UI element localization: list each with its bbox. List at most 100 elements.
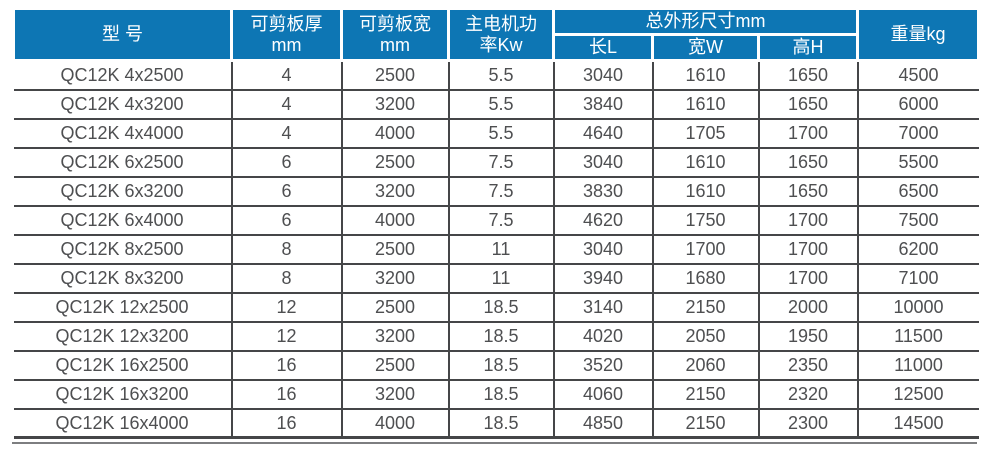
col-header-width-w-label: 宽W (688, 37, 723, 58)
value-cell: 3940 (552, 262, 653, 293)
value-cell: 4640 (552, 117, 653, 148)
value-cell: 11000 (856, 349, 979, 380)
col-header-height: 高H (757, 33, 859, 63)
value-cell: 1700 (757, 233, 858, 264)
value-cell: 4000 (340, 204, 449, 235)
col-header-power-line2: 率Kw (479, 34, 523, 55)
table-row: QC12K 12x3200 12 3200 18.5 4020 2050 1950 11500 (13, 320, 979, 351)
model-cell: QC12K 6x3200 (13, 175, 232, 206)
value-cell: 1610 (651, 88, 759, 119)
value-cell: 14500 (856, 407, 979, 440)
value-cell: 2500 (340, 60, 449, 90)
value-cell: 6 (230, 146, 342, 177)
value-cell: 16 (230, 349, 342, 380)
value-cell: 4000 (340, 117, 449, 148)
spec-table: 型 号 可剪板厚 mm 可剪板宽 mm 主电机功 率Kw 总外形尺寸mm (12, 6, 980, 440)
value-cell: 6000 (856, 88, 979, 119)
table-row: QC12K 16x3200 16 3200 18.5 4060 2150 2320 12500 (13, 378, 979, 409)
value-cell: 4000 (340, 407, 449, 440)
value-cell: 3200 (340, 378, 449, 409)
value-cell: 2500 (340, 349, 449, 380)
value-cell: 18.5 (447, 349, 554, 380)
table-row: QC12K 16x4000 16 4000 18.5 4850 2150 2300 14500 (13, 407, 979, 440)
table-row: QC12K 8x3200 8 3200 11 3940 1680 1700 7100 (13, 262, 979, 293)
table-row: QC12K 6x4000 6 4000 7.5 4620 1750 1700 7500 (13, 204, 979, 235)
model-cell: QC12K 6x2500 (13, 146, 232, 177)
value-cell: 1680 (651, 262, 759, 293)
value-cell: 5.5 (447, 117, 554, 148)
table-row: QC12K 4x2500 4 2500 5.5 3040 1610 1650 4500 (13, 60, 979, 90)
value-cell: 4 (230, 117, 342, 148)
value-cell: 3840 (552, 88, 653, 119)
value-cell: 7.5 (447, 175, 554, 206)
value-cell: 4060 (552, 378, 653, 409)
table-row: QC12K 12x2500 12 2500 18.5 3140 2150 2000 10000 (13, 291, 979, 322)
value-cell: 7500 (856, 204, 979, 235)
value-cell: 8 (230, 233, 342, 264)
value-cell: 3040 (552, 233, 653, 264)
col-header-height-label: 高H (792, 37, 824, 58)
value-cell: 4620 (552, 204, 653, 235)
col-header-width: 可剪板宽 mm (340, 6, 450, 63)
model-cell: QC12K 8x3200 (13, 262, 232, 293)
value-cell: 6200 (856, 233, 979, 264)
value-cell: 4 (230, 88, 342, 119)
value-cell: 3140 (552, 291, 653, 322)
value-cell: 18.5 (447, 378, 554, 409)
model-cell: QC12K 16x2500 (13, 349, 232, 380)
value-cell: 1700 (757, 204, 858, 235)
value-cell: 2320 (757, 378, 858, 409)
value-cell: 6500 (856, 175, 979, 206)
value-cell: 7.5 (447, 204, 554, 235)
value-cell: 2150 (651, 407, 759, 440)
model-cell: QC12K 8x2500 (13, 233, 232, 264)
col-header-width-label: 可剪板宽 (359, 13, 431, 34)
value-cell: 4500 (856, 60, 979, 90)
col-header-width-unit: mm (380, 34, 410, 55)
value-cell: 4850 (552, 407, 653, 440)
col-header-model-label: 型 号 (101, 24, 143, 45)
col-header-weight: 重量kg (856, 6, 980, 63)
value-cell: 12500 (856, 378, 979, 409)
value-cell: 5500 (856, 146, 979, 177)
table-row: QC12K 4x4000 4 4000 5.5 4640 1705 1700 7000 (13, 117, 979, 148)
table-row: QC12K 6x3200 6 3200 7.5 3830 1610 1650 6500 (13, 175, 979, 206)
table-row: QC12K 6x2500 6 2500 7.5 3040 1610 1650 5500 (13, 146, 979, 177)
value-cell: 2000 (757, 291, 858, 322)
value-cell: 12 (230, 320, 342, 351)
value-cell: 1650 (757, 88, 858, 119)
value-cell: 3040 (552, 146, 653, 177)
value-cell: 7000 (856, 117, 979, 148)
value-cell: 1705 (651, 117, 759, 148)
value-cell: 8 (230, 262, 342, 293)
value-cell: 2050 (651, 320, 759, 351)
col-header-length-label: 长L (588, 37, 617, 58)
value-cell: 2150 (651, 291, 759, 322)
value-cell: 11 (447, 233, 554, 264)
value-cell: 6 (230, 204, 342, 235)
model-cell: QC12K 4x3200 (13, 88, 232, 119)
value-cell: 18.5 (447, 291, 554, 322)
col-header-power: 主电机功 率Kw (447, 6, 555, 63)
model-cell: QC12K 16x4000 (13, 407, 232, 440)
spec-table-header: 型 号 可剪板厚 mm 可剪板宽 mm 主电机功 率Kw 总外形尺寸mm (12, 6, 980, 63)
value-cell: 3200 (340, 88, 449, 119)
value-cell: 1650 (757, 60, 858, 90)
value-cell: 2150 (651, 378, 759, 409)
col-header-thickness-label: 可剪板厚 (250, 13, 323, 34)
table-row: QC12K 4x3200 4 3200 5.5 3840 1610 1650 6000 (13, 88, 979, 119)
value-cell: 3830 (552, 175, 653, 206)
value-cell: 4 (230, 60, 342, 90)
value-cell: 18.5 (447, 320, 554, 351)
value-cell: 5.5 (447, 88, 554, 119)
table-row: QC12K 16x2500 16 2500 18.5 3520 2060 2350 11000 (13, 349, 979, 380)
model-cell: QC12K 12x3200 (13, 320, 232, 351)
col-header-power-line1: 主电机功 (465, 13, 537, 34)
value-cell: 2500 (340, 233, 449, 264)
value-cell: 16 (230, 378, 342, 409)
value-cell: 2350 (757, 349, 858, 380)
value-cell: 2500 (340, 146, 449, 177)
col-header-length: 长L (552, 33, 654, 63)
model-cell: QC12K 16x3200 (13, 378, 232, 409)
